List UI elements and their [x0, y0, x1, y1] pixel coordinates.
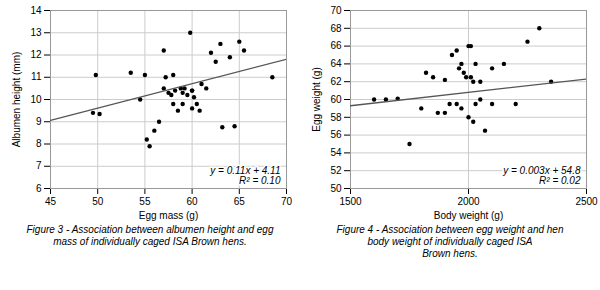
svg-text:52: 52 — [330, 165, 342, 176]
svg-text:1500: 1500 — [339, 196, 362, 207]
svg-text:6: 6 — [36, 183, 42, 194]
svg-text:62: 62 — [330, 76, 342, 87]
svg-text:11: 11 — [31, 71, 42, 82]
html-text:Figure 4 - Association between: Figure 4 - Association between egg weigh… — [336, 224, 564, 259]
svg-text:58: 58 — [330, 112, 342, 123]
svg-text:60: 60 — [330, 94, 342, 105]
svg-text:45: 45 — [45, 196, 57, 207]
html-text:Figure 3 - Association between: Figure 3 - Association between albumen h… — [26, 224, 274, 247]
svg-text:Albumen height (mm): Albumen height (mm) — [11, 52, 22, 148]
svg-text:50: 50 — [330, 183, 342, 194]
svg-text:Egg weight (g): Egg weight (g) — [311, 67, 322, 131]
svg-text:13: 13 — [30, 27, 42, 38]
svg-text:2000: 2000 — [457, 196, 480, 207]
svg-text:Body weight (g): Body weight (g) — [434, 210, 503, 221]
svg-text:14: 14 — [30, 5, 42, 16]
svg-text:70: 70 — [330, 5, 342, 16]
svg-text:56: 56 — [330, 129, 342, 140]
svg-text:8: 8 — [36, 138, 42, 149]
svg-text:60: 60 — [187, 196, 199, 207]
svg-text:12: 12 — [30, 49, 42, 60]
svg-text:54: 54 — [330, 147, 342, 158]
svg-text:y = 0.003x + 54.8R² = 0.02: y = 0.003x + 54.8R² = 0.02 — [502, 165, 581, 186]
svg-text:64: 64 — [330, 58, 342, 69]
svg-text:55: 55 — [139, 196, 151, 207]
svg-text:68: 68 — [330, 23, 342, 34]
svg-text:Egg mass (g): Egg mass (g) — [139, 210, 198, 221]
svg-text:7: 7 — [36, 160, 42, 171]
svg-text:50: 50 — [92, 196, 104, 207]
svg-text:66: 66 — [330, 40, 342, 51]
svg-text:70: 70 — [281, 196, 293, 207]
svg-text:9: 9 — [36, 116, 42, 127]
svg-text:2500: 2500 — [575, 196, 598, 207]
svg-text:10: 10 — [30, 94, 42, 105]
svg-text:65: 65 — [234, 196, 246, 207]
svg-text:y = 0.11x + 4.11R² = 0.10: y = 0.11x + 4.11R² = 0.10 — [209, 165, 281, 186]
